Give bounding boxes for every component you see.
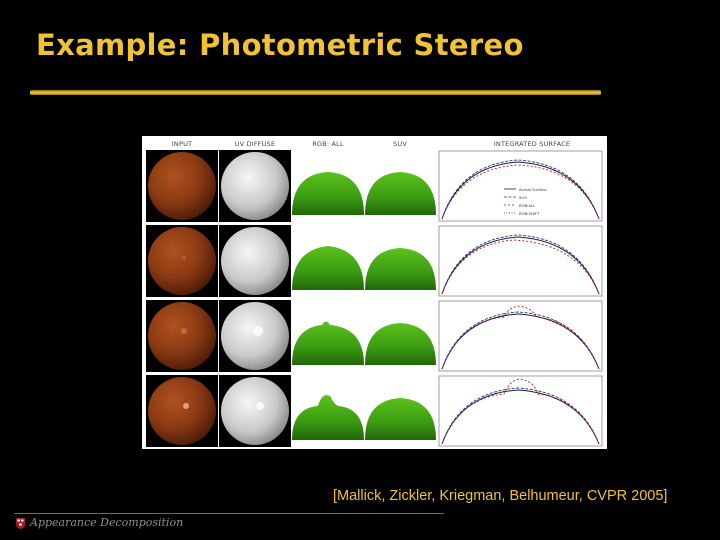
input-sphere	[148, 302, 216, 370]
diffuse-sphere	[221, 377, 289, 445]
rgb-all-surface	[292, 321, 364, 365]
input-sphere	[148, 152, 216, 220]
curve-rgb-all	[441, 239, 600, 295]
curve-suv	[441, 159, 600, 220]
integrated-surface-plot	[438, 375, 603, 447]
legend-rgb-shift: RGB:SHIFT	[519, 211, 540, 216]
results-figure: INPUT UV DIFFUSE RGB: ALL SUV INTEGRATED…	[142, 136, 607, 449]
figure-graphic: INPUT UV DIFFUSE RGB: ALL SUV INTEGRATED…	[146, 140, 603, 447]
curve-suv	[441, 311, 600, 370]
suv-surface	[365, 323, 436, 365]
suv-surface	[365, 398, 436, 440]
citation: [Mallick, Zickler, Kriegman, Belhumeur, …	[333, 488, 668, 504]
rgb-all-surface	[292, 246, 364, 290]
result-row-4	[146, 375, 603, 447]
result-row-1: Actual Surface SUV RGB:ALL RGB:SHIFT	[146, 150, 603, 222]
curve-rgb-all	[441, 378, 600, 445]
plot-legend: Actual Surface SUV RGB:ALL RGB:SHIFT	[504, 187, 547, 216]
result-row-2	[146, 225, 603, 297]
diffuse-sphere	[221, 227, 289, 295]
legend-actual: Actual Surface	[519, 187, 547, 192]
col-header-integrated-surface: INTEGRATED SURFACE	[494, 140, 570, 148]
col-header-uv-diffuse: UV DIFFUSE	[235, 140, 276, 148]
suv-surface	[365, 248, 436, 290]
diffuse-sphere	[221, 152, 289, 220]
rgb-all-surface	[292, 172, 364, 215]
shield-icon	[16, 518, 25, 529]
footer-label: Appearance Decomposition	[30, 516, 184, 529]
curve-suv	[441, 234, 600, 295]
slide-title: Example: Photometric Stereo	[36, 28, 524, 62]
diffuse-sphere	[221, 302, 289, 370]
curve-actual	[441, 161, 600, 220]
curve-rgb-all	[441, 305, 600, 370]
title-underline	[30, 90, 601, 95]
footer-divider	[14, 513, 444, 514]
suv-surface	[365, 172, 436, 215]
integrated-surface-plot	[438, 300, 603, 372]
legend-suv: SUV	[519, 195, 527, 200]
rgb-all-surface	[292, 395, 364, 440]
result-row-3	[146, 300, 603, 372]
curve-actual	[441, 236, 600, 295]
curve-rgb-all	[441, 164, 600, 220]
input-sphere	[148, 227, 216, 295]
col-header-rgb-all: RGB: ALL	[312, 140, 344, 148]
input-sphere	[148, 377, 216, 445]
col-header-suv: SUV	[393, 140, 407, 148]
legend-rgb-all: RGB:ALL	[519, 203, 536, 208]
column-headers: INPUT UV DIFFUSE RGB: ALL SUV INTEGRATED…	[172, 140, 570, 148]
col-header-input: INPUT	[172, 140, 192, 148]
curve-suv	[441, 387, 600, 445]
